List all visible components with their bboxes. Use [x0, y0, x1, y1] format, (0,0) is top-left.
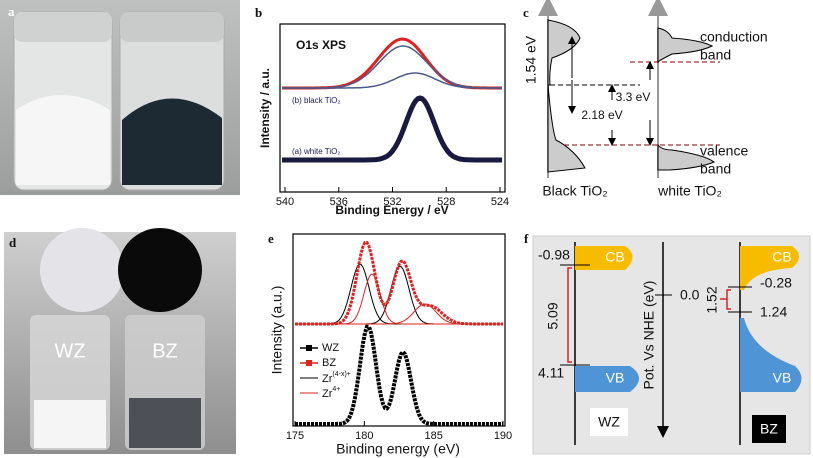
panel-b: b 540 536 532 528 524 O1s XPS (b) black TiO₂… — [255, 5, 509, 217]
black-disc — [118, 228, 202, 312]
gap-label: 2.18 eV — [581, 108, 622, 122]
dos-black — [547, 19, 581, 86]
x-tick-label: 524 — [491, 196, 509, 208]
panel-label: a — [8, 4, 15, 19]
material-label: Black TiO₂ — [542, 183, 607, 199]
black-powder — [129, 398, 201, 448]
x-tick-label: 540 — [276, 196, 294, 208]
panel-a: a — [0, 0, 240, 195]
gap-label: 3.3 eV — [616, 90, 651, 104]
legend: WZ BZ Zr(4-x)+ Zr4+ — [300, 342, 351, 400]
band-label: band — [700, 161, 731, 177]
fit-curve — [282, 72, 502, 89]
curve-bz — [295, 241, 503, 326]
x-tick-label: 528 — [437, 196, 455, 208]
y-axis-label: Intensity / a.u. — [258, 68, 272, 148]
x-tick-label: 175 — [286, 430, 304, 442]
x-axis-label: Binding Energy / eV — [335, 203, 448, 217]
dos-white — [657, 143, 715, 171]
x-tick-label: 180 — [355, 430, 373, 442]
x-tick-label: 190 — [494, 430, 512, 442]
band-label: VB — [606, 370, 625, 386]
cb-region — [575, 246, 633, 270]
material-label: BZ — [760, 421, 778, 437]
fit-curve — [295, 263, 503, 325]
band-label: valence — [700, 143, 748, 159]
curve-label: (a) white TiO₂ — [292, 147, 340, 156]
material-label: WZ — [598, 414, 620, 430]
gap-bracket — [567, 267, 572, 363]
band-label: CB — [772, 249, 791, 265]
white-powder — [34, 400, 106, 448]
panel-d: WZ BZ d — [4, 228, 236, 454]
gap-label: 1.52 — [704, 286, 720, 313]
fit-curve — [282, 45, 502, 89]
curve-wz — [295, 324, 503, 426]
dos-white — [657, 27, 714, 64]
white-powder — [16, 95, 110, 185]
panel-f: f CB -0.98 5.09 4.11 VB WZ Pot. Vs NHE (… — [524, 231, 811, 455]
legend-sup: 4+ — [332, 386, 340, 393]
legend-sup: (4-x)+ — [332, 371, 350, 378]
gap-label: 5.09 — [545, 302, 561, 329]
white-disc — [40, 228, 124, 312]
x-axis-label: Binding energy (eV) — [336, 441, 460, 457]
level-label: 0.0 — [680, 287, 700, 303]
plot-title: O1s XPS — [296, 38, 346, 52]
legend-label: BZ — [322, 357, 336, 369]
axis-label: Pot. Vs NHE (eV) — [641, 281, 657, 390]
vial-cap — [14, 12, 112, 42]
band-label: CB — [605, 249, 624, 265]
gap-bracket — [720, 289, 731, 310]
band-label: conduction — [700, 29, 768, 45]
x-tick-label: 532 — [383, 196, 401, 208]
level-label: 4.11 — [538, 365, 564, 381]
panel-c: c 1.54 eV 2.18 eV 3.3 eV conduction band… — [523, 0, 768, 199]
vb-region — [740, 318, 802, 392]
panel-e: e 175 180 185 190 WZ BZ Zr(4-x)+ Zr4+ Inten… — [268, 231, 512, 457]
curve-white — [282, 95, 502, 163]
fit-curve — [295, 273, 503, 325]
panel-label: e — [268, 231, 274, 246]
x-tick-label: 185 — [424, 430, 442, 442]
panel-label: c — [523, 5, 529, 20]
legend-label: Zr — [322, 373, 333, 385]
panel-label: b — [255, 5, 262, 20]
panel-label: f — [524, 231, 529, 246]
label-box — [590, 408, 628, 436]
curve-label: (b) black TiO₂ — [292, 96, 340, 105]
sample-label: BZ — [152, 340, 178, 362]
fit-curve — [295, 265, 503, 325]
sample-label: WZ — [54, 340, 85, 362]
level-label: -0.98 — [538, 247, 570, 263]
y-axis-label: Intensity (a.u.) — [269, 286, 285, 375]
legend-label: Zr(4-x)+ — [322, 371, 351, 385]
material-label: white TiO₂ — [657, 183, 722, 199]
label-box — [752, 415, 786, 443]
gap-label: 1.54 eV — [523, 35, 539, 84]
vb-region — [575, 366, 639, 392]
level-label: 1.24 — [760, 304, 787, 320]
black-powder — [122, 98, 222, 185]
legend-label: WZ — [322, 342, 339, 354]
x-tick-label: 536 — [330, 196, 348, 208]
plot-frame — [292, 233, 506, 427]
legend-label: Zr4+ — [322, 386, 340, 400]
fit-curve — [295, 303, 503, 325]
level-label: -0.28 — [760, 275, 792, 291]
dos-black — [547, 84, 586, 173]
band-label: VB — [773, 370, 792, 386]
cb-region — [740, 246, 799, 290]
band-label: band — [700, 47, 731, 63]
legend-label: Zr — [322, 388, 333, 400]
vial-cap — [120, 12, 224, 42]
panel-label: d — [9, 235, 17, 250]
